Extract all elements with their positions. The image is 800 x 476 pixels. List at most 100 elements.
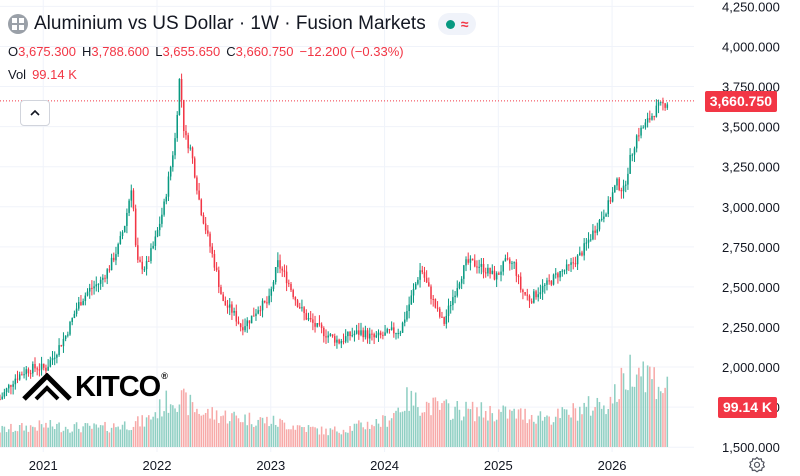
volume-bar	[622, 373, 625, 447]
candle-body	[137, 245, 139, 260]
y-tick-label: 3,500.000	[722, 120, 780, 135]
volume-bar	[366, 421, 369, 447]
volume-bar	[417, 407, 419, 447]
candle-body	[506, 258, 509, 260]
volume-bar	[614, 384, 616, 447]
aluminium-symbol-icon[interactable]	[8, 14, 28, 34]
candle-body	[375, 335, 378, 338]
candle-body	[77, 302, 80, 309]
candle-body	[323, 327, 325, 337]
volume-bar	[631, 386, 634, 447]
close-label: C	[226, 44, 236, 59]
candle-body	[358, 330, 360, 335]
volume-bar	[351, 430, 354, 447]
candle-body	[42, 363, 45, 368]
volume-value: 99.14 K	[32, 67, 77, 82]
volume-bar	[495, 419, 498, 447]
volume-bar	[349, 426, 351, 447]
volume-bar	[67, 429, 69, 447]
volume-bar	[165, 390, 168, 447]
volume-bar	[375, 419, 378, 447]
candle-body	[574, 263, 577, 265]
candle-body	[16, 378, 19, 380]
candle-body	[603, 216, 605, 219]
candle-body	[226, 305, 229, 308]
volume-bar	[386, 426, 389, 447]
volume-bar	[143, 426, 146, 447]
volume-bar	[506, 418, 509, 447]
volume-bar	[222, 415, 224, 447]
candle-body	[421, 270, 424, 273]
collapse-legend-button[interactable]	[20, 100, 50, 126]
change-value: −12.200 (−0.33%)	[299, 44, 404, 59]
volume-bar	[563, 409, 566, 447]
volume-bar	[423, 412, 426, 447]
candle-body	[301, 307, 303, 309]
candle-body	[154, 236, 157, 246]
candle-body	[594, 230, 596, 233]
volume-bar	[266, 416, 268, 447]
volume-bar	[664, 387, 666, 447]
volume-bar	[183, 388, 185, 447]
candle-body	[585, 242, 588, 244]
volume-bar	[119, 429, 122, 447]
volume-bar	[176, 411, 178, 447]
volume-bar	[465, 401, 467, 447]
candle-body	[423, 272, 426, 278]
candle-body	[27, 369, 30, 374]
volume-bar	[158, 399, 161, 447]
volume-bar	[559, 418, 561, 447]
volume-bar	[53, 429, 56, 447]
volume-bar	[399, 412, 402, 447]
candle-body	[355, 330, 358, 334]
symbol-title[interactable]: Aluminium vs US Dollar · 1W · Fusion Mar…	[34, 13, 426, 34]
time-axis[interactable]: 2021 2022 2023 2024 2025 2026	[29, 458, 627, 473]
candle-body	[248, 320, 251, 324]
candle-body	[539, 292, 542, 295]
candle-body	[327, 335, 329, 338]
candle-body	[200, 199, 203, 216]
candle-body	[478, 266, 480, 268]
volume-bar	[327, 435, 329, 447]
candle-body	[559, 271, 561, 278]
x-tick-label: 2024	[370, 458, 399, 473]
candle-body	[174, 138, 176, 156]
volume-bar	[233, 411, 235, 447]
volume-bar	[71, 431, 73, 447]
candle-body	[71, 318, 73, 322]
volume-bar	[84, 423, 87, 447]
price-axis[interactable]: 1,500.0001,750.0002,000.0002,250.0002,50…	[722, 0, 780, 455]
volume-bar	[316, 428, 319, 447]
volume-bar	[609, 396, 612, 447]
market-status-pill[interactable]: ≈	[437, 13, 477, 35]
volume-bar	[137, 416, 139, 447]
y-tick-label: 1,500.000	[722, 440, 780, 455]
volume-bar	[659, 391, 662, 447]
volume-bar	[333, 426, 336, 447]
volume-bar	[224, 410, 227, 447]
volume-bar	[515, 418, 518, 447]
volume-bar	[421, 412, 424, 447]
volume-bar	[69, 432, 71, 447]
volume-bar	[178, 404, 181, 447]
candle-body	[211, 246, 213, 254]
candle-body	[524, 292, 526, 295]
candle-body	[351, 335, 354, 337]
candle-body	[45, 367, 47, 371]
candle-body	[638, 135, 640, 137]
volume-label: Vol	[8, 67, 27, 82]
volume-bar	[139, 426, 141, 447]
volume-bar	[397, 407, 399, 447]
candle-body	[126, 212, 128, 226]
candle-body	[544, 284, 546, 286]
candle-body	[7, 385, 10, 389]
candle-body	[563, 270, 566, 272]
candle-body	[108, 269, 111, 271]
candle-body	[309, 317, 312, 320]
settings-gear-icon[interactable]	[748, 456, 766, 474]
candle-body	[489, 267, 491, 274]
candle-body	[657, 102, 660, 106]
candle-body	[406, 311, 408, 320]
candle-body	[467, 259, 469, 263]
